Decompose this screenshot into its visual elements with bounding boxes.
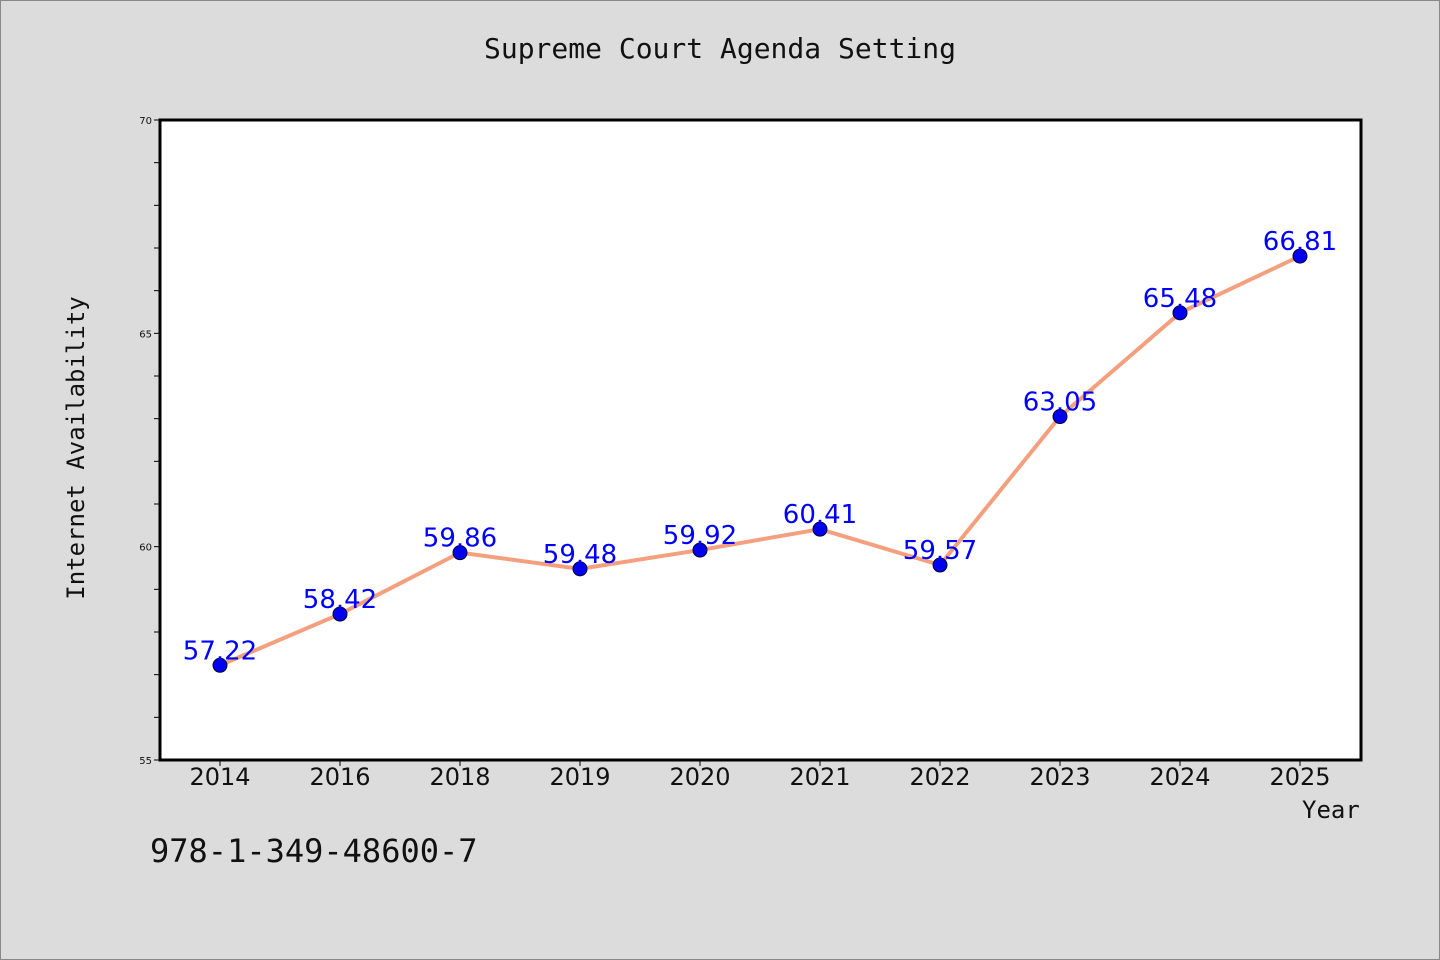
x-tick-label: 2024 — [1149, 763, 1210, 791]
x-axis-label: Year — [1302, 796, 1360, 824]
x-tick-label: 2025 — [1269, 763, 1330, 791]
data-point — [212, 657, 228, 673]
data-label: 59.57 — [903, 536, 977, 566]
data-point — [1052, 409, 1068, 425]
data-label: 66.81 — [1263, 227, 1337, 257]
data-label: 57.22 — [183, 636, 257, 666]
x-tick-label: 2018 — [429, 763, 490, 791]
x-tick-label: 2023 — [1029, 763, 1090, 791]
y-tick-label: 60 — [139, 543, 152, 554]
data-label: 59.86 — [423, 524, 497, 554]
data-point — [452, 545, 468, 561]
x-tick-label: 2021 — [789, 763, 850, 791]
data-point — [1172, 305, 1188, 321]
x-tick-label: 2016 — [309, 763, 370, 791]
data-point — [1292, 248, 1308, 264]
x-tick-label: 2020 — [669, 763, 730, 791]
data-point — [572, 561, 588, 577]
plot-area — [158, 118, 1363, 762]
data-label: 63.05 — [1023, 388, 1097, 418]
chart-title: Supreme Court Agenda Setting — [483, 32, 956, 65]
data-point — [812, 521, 828, 537]
x-tick-label: 2014 — [189, 763, 250, 791]
data-label: 65.48 — [1143, 284, 1217, 314]
data-label: 59.48 — [543, 540, 617, 570]
x-tick-label: 2022 — [909, 763, 970, 791]
x-tick-label: 2019 — [549, 763, 610, 791]
data-label: 58.42 — [303, 585, 377, 615]
data-point — [332, 606, 348, 622]
y-tick-label: 70 — [139, 116, 152, 127]
y-tick-label: 65 — [139, 329, 152, 340]
series-line — [219, 254, 1301, 668]
data-point — [692, 542, 708, 558]
y-tick-label: 55 — [139, 756, 152, 767]
data-label: 60.41 — [783, 500, 857, 530]
data-point — [932, 557, 948, 573]
data-label: 59.92 — [663, 521, 737, 551]
isbn-text: 978-1-349-48600-7 — [150, 832, 478, 870]
